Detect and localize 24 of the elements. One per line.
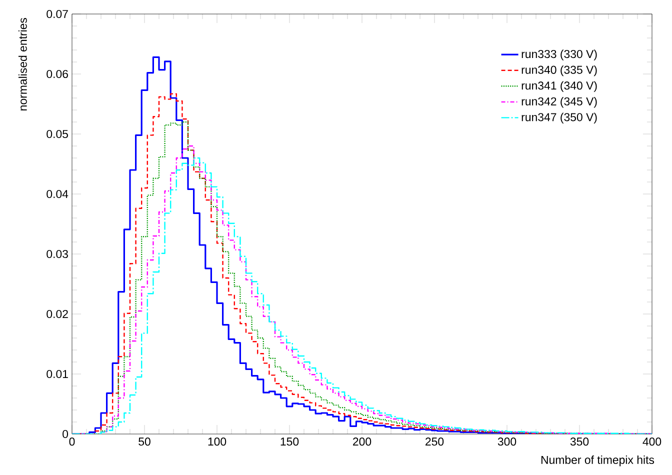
x-tick-label: 50 bbox=[138, 438, 150, 446]
x-tick-label: 400 bbox=[642, 438, 662, 446]
y-tick-label: 0.01 bbox=[46, 370, 68, 378]
y-tick-label: 0.06 bbox=[46, 70, 68, 78]
y-axis-title: normalised entries bbox=[18, 18, 27, 110]
x-tick-label: 100 bbox=[208, 438, 226, 446]
x-tick-label: 250 bbox=[426, 438, 444, 446]
x-tick-label: 350 bbox=[570, 438, 589, 446]
y-tick-label: 0.03 bbox=[46, 250, 68, 258]
legend-label: run333 (330 V) bbox=[522, 50, 597, 60]
y-tick-label: 0.04 bbox=[46, 190, 68, 198]
x-tick-label: 200 bbox=[353, 438, 372, 446]
x-tick-label: 0 bbox=[69, 438, 75, 446]
y-tick-label: 0.07 bbox=[46, 10, 68, 18]
y-tick-label: 0.05 bbox=[46, 130, 68, 138]
legend-label: run341 (340 V) bbox=[522, 81, 597, 92]
y-tick-label: 0.02 bbox=[46, 310, 68, 318]
legend-label: run340 (335 V) bbox=[522, 65, 597, 76]
x-tick-label: 150 bbox=[280, 438, 299, 446]
x-axis-title: Number of timepix hits bbox=[541, 456, 654, 466]
legend-label: run342 (345 V) bbox=[522, 97, 597, 108]
x-tick-label: 300 bbox=[498, 438, 516, 446]
y-tick-label: 0 bbox=[62, 430, 68, 438]
legend-label: run347 (350 V) bbox=[522, 112, 597, 124]
